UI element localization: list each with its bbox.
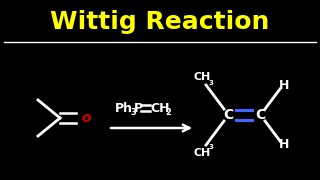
Text: H: H [201, 148, 211, 158]
Text: 3: 3 [130, 107, 136, 116]
Text: C: C [223, 108, 233, 122]
Text: C: C [255, 108, 265, 122]
Text: P: P [134, 102, 143, 114]
Text: C: C [194, 148, 202, 158]
Text: H: H [279, 138, 289, 152]
Text: H: H [279, 78, 289, 91]
Text: Ph: Ph [115, 102, 133, 114]
Text: 3: 3 [209, 80, 213, 86]
Text: Wittig Reaction: Wittig Reaction [50, 10, 270, 34]
Text: 3: 3 [209, 144, 213, 150]
Text: C: C [194, 72, 202, 82]
Text: CH: CH [150, 102, 170, 114]
Text: o: o [81, 111, 91, 125]
Text: 2: 2 [165, 107, 171, 116]
Text: H: H [201, 72, 211, 82]
